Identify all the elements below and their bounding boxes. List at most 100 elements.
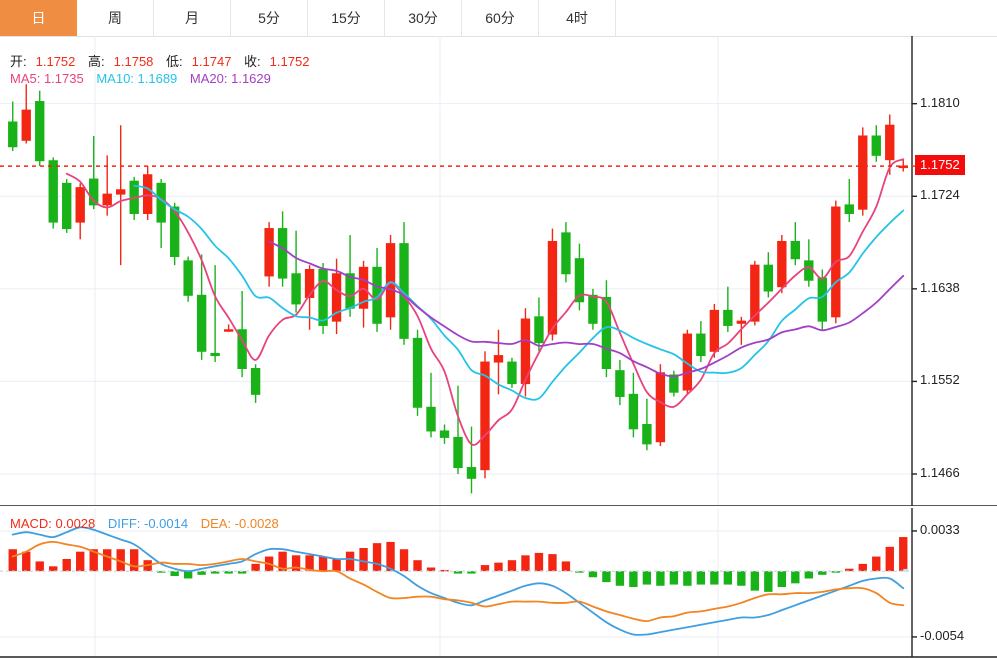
- candle-body: [223, 329, 234, 332]
- candle-body: [871, 135, 881, 156]
- macd-bar: [224, 571, 233, 574]
- macd-bar: [872, 556, 881, 572]
- candle-body: [588, 294, 598, 324]
- timeframe-tab-5[interactable]: 30分: [385, 0, 462, 36]
- candle-body: [385, 243, 396, 318]
- macd-bar: [156, 571, 166, 573]
- macd-bar: [683, 571, 692, 586]
- ma20-line: [268, 240, 905, 378]
- macd-bar: [359, 548, 368, 572]
- macd-bar: [656, 571, 665, 586]
- macd-bar: [818, 571, 827, 575]
- macd-bar: [642, 571, 652, 585]
- timeframe-tab-label: 日: [31, 10, 46, 26]
- candle-body: [547, 240, 558, 335]
- macd-bar: [858, 563, 867, 572]
- macd-bar: [426, 567, 436, 572]
- candle-body: [561, 232, 571, 275]
- candle-body: [318, 268, 328, 326]
- candle-body: [696, 333, 706, 357]
- candle-body: [291, 273, 301, 305]
- macd-bar: [899, 537, 908, 572]
- price-chart-panel: 开: 1.1752 高: 1.1758 低: 1.1747 收: 1.1752 MA5:…: [0, 36, 997, 506]
- ma5-line: [65, 158, 905, 446]
- macd-bar: [791, 571, 800, 584]
- candle-body: [669, 374, 679, 393]
- macd-bar: [804, 571, 813, 579]
- candle-body: [264, 228, 274, 277]
- timeframe-tab-1[interactable]: 周: [77, 0, 154, 36]
- candle-body: [116, 189, 126, 195]
- candle-body: [304, 268, 315, 298]
- macd-bar: [723, 571, 733, 585]
- macd-bar: [588, 571, 598, 578]
- candle-body: [507, 361, 517, 385]
- candle-body: [210, 352, 220, 357]
- macd-bar: [764, 571, 773, 592]
- macd-bar: [467, 571, 476, 574]
- current-price-tag: 1.1752: [915, 155, 965, 176]
- macd-bar: [278, 551, 287, 572]
- price-axis-tick-2: 1.1638: [920, 279, 960, 295]
- candle-body: [709, 309, 720, 352]
- candle-body: [804, 260, 814, 281]
- candle-body: [331, 273, 342, 322]
- candle-body: [615, 370, 625, 397]
- macd-bar: [129, 549, 139, 572]
- timeframe-tab-label: 15分: [331, 10, 361, 26]
- macd-chart-panel: MACD: 0.0028 DIFF: -0.0014 DEA: -0.0028 …: [0, 508, 997, 658]
- macd-bar: [575, 571, 584, 573]
- candlestick-plot[interactable]: [0, 36, 997, 506]
- macd-bar: [62, 558, 71, 572]
- candle-body: [736, 320, 747, 324]
- timeframe-tab-2[interactable]: 月: [154, 0, 231, 36]
- macd-bar: [345, 551, 355, 572]
- dea-line: [11, 541, 905, 623]
- macd-bar: [777, 571, 787, 587]
- candle-body: [8, 121, 18, 148]
- timeframe-tab-label: 月: [185, 10, 199, 26]
- macd-bar: [372, 543, 382, 572]
- macd-bar: [103, 549, 112, 572]
- macd-bar: [845, 568, 854, 572]
- candles-group: [8, 84, 908, 494]
- candle-body: [790, 240, 800, 260]
- timeframe-tab-3[interactable]: 5分: [231, 0, 308, 36]
- candle-body: [412, 337, 423, 408]
- macd-plot[interactable]: [0, 508, 997, 658]
- timeframe-tab-7[interactable]: 4时: [539, 0, 616, 36]
- timeframe-tab-4[interactable]: 15分: [308, 0, 385, 36]
- timeframe-tab-6[interactable]: 60分: [462, 0, 539, 36]
- price-axis-tick-0: 1.1810: [920, 94, 960, 110]
- candle-body: [453, 436, 463, 469]
- macd-bar: [183, 571, 193, 579]
- macd-bar: [453, 571, 463, 574]
- macd-bar: [332, 558, 341, 572]
- candle-body: [628, 393, 639, 430]
- macd-bar: [76, 551, 85, 572]
- macd-bar: [480, 565, 490, 572]
- macd-axis-tick-1: -0.0054: [920, 627, 965, 643]
- candle-body: [21, 109, 31, 141]
- macd-bar: [49, 566, 58, 572]
- macd-bar: [548, 554, 557, 572]
- candle-body: [102, 193, 112, 206]
- candle-body: [466, 467, 477, 479]
- candle-body: [345, 273, 355, 309]
- candle-body: [817, 277, 827, 322]
- candle-body: [480, 361, 490, 471]
- macd-bar: [251, 563, 260, 572]
- macd-bar: [35, 561, 44, 572]
- timeframe-tab-label: 4时: [566, 10, 588, 26]
- macd-bar: [399, 549, 409, 572]
- macd-bar: [210, 571, 220, 574]
- macd-bar: [170, 571, 179, 577]
- diff-line: [11, 526, 905, 636]
- candle-body: [750, 264, 760, 322]
- macd-bar: [615, 571, 625, 586]
- timeframe-tab-0[interactable]: 日: [0, 0, 77, 36]
- macd-bar: [318, 556, 328, 572]
- ma10-line: [133, 184, 905, 401]
- macd-bar: [750, 571, 760, 591]
